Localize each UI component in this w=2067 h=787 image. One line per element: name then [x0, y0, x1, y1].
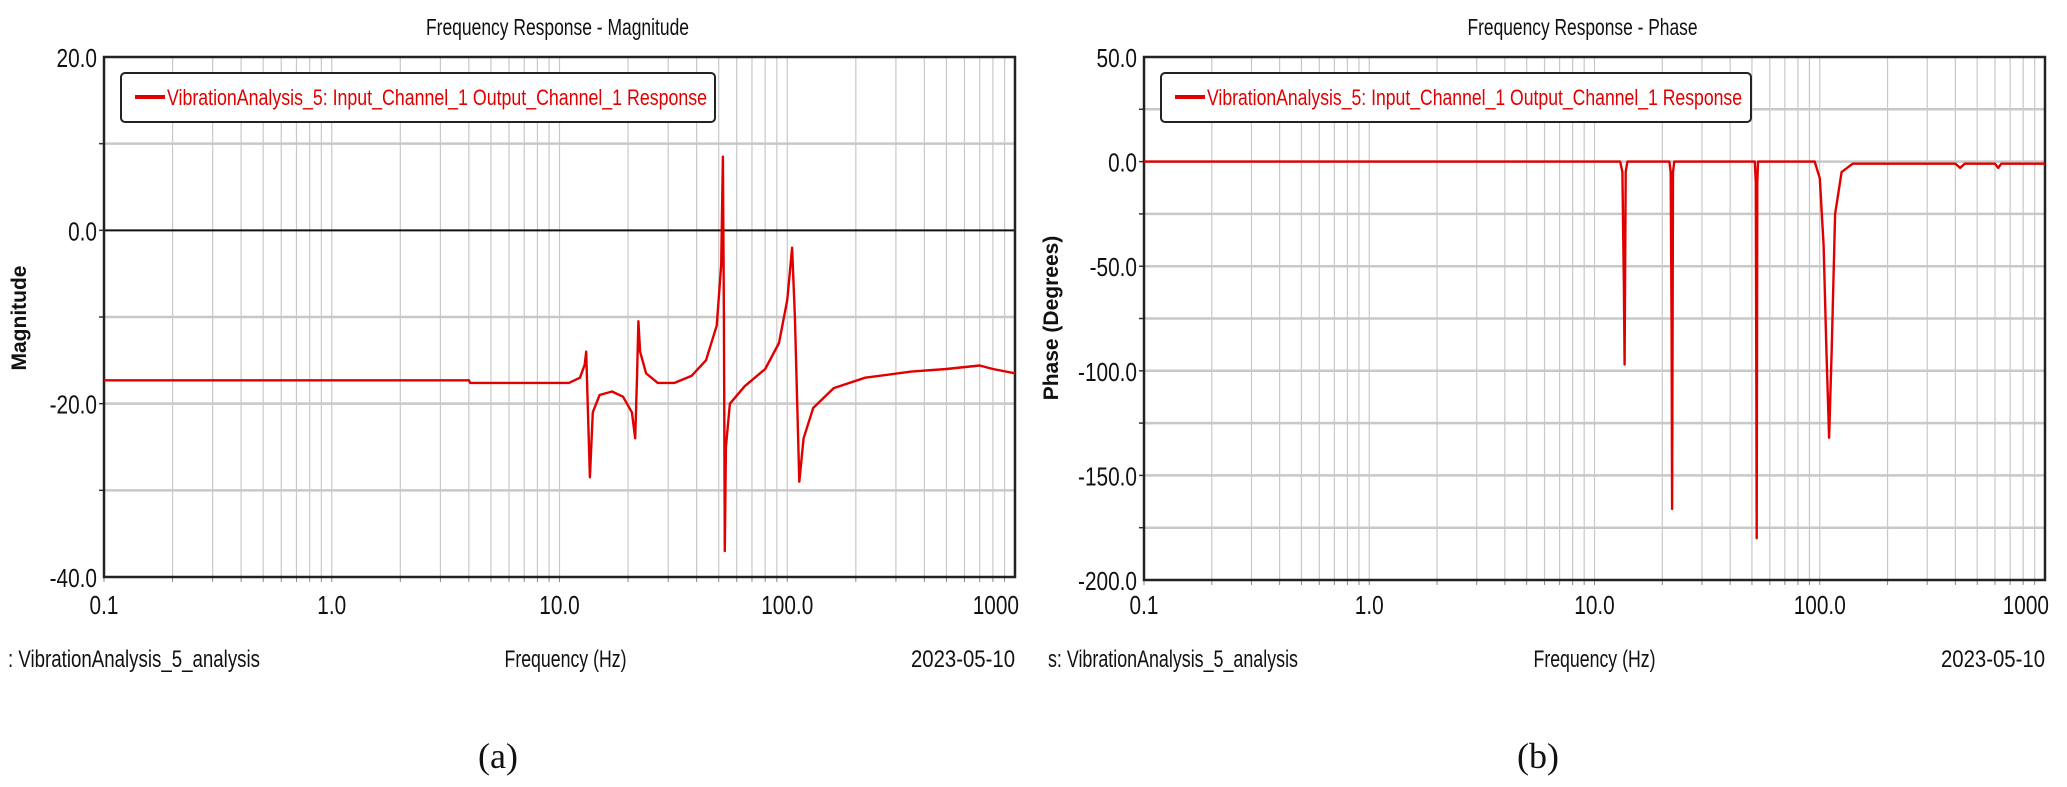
y-tick-label: -100.0: [1078, 358, 1137, 387]
x-tick-label: 1.0: [317, 591, 346, 620]
x-tick-label: 1.0: [1355, 591, 1384, 620]
legend: VibrationAnalysis_5: Input_Channel_1 Out…: [1160, 72, 1752, 123]
y-tick-label: -50.0: [1090, 253, 1137, 282]
x-tick-label: 0.1: [1130, 591, 1159, 620]
series-line: [1144, 160, 2045, 540]
legend-box: [120, 72, 716, 123]
y-tick-label: -150.0: [1078, 462, 1137, 491]
footer-date: 2023-05-10: [1941, 646, 2045, 673]
plot-frame: [102, 55, 1017, 579]
y-tick-label: -200.0: [1078, 567, 1137, 596]
chart-title: Frequency Response - Magnitude: [426, 14, 689, 40]
x-tick-label: 1000: [973, 591, 1019, 620]
y-tick-label: -40.0: [50, 564, 97, 593]
plot-frame: [1142, 55, 2047, 582]
panel-caption: (a): [478, 736, 518, 776]
y-tick-label: -20.0: [50, 390, 97, 419]
legend-entry-label: VibrationAnalysis_5: Input_Channel_1 Out…: [167, 85, 707, 110]
y-tick-label: 50.0: [1097, 44, 1137, 73]
y-tick-label: 0.0: [68, 217, 97, 246]
y-tick-label: 0.0: [1108, 148, 1137, 177]
legend: VibrationAnalysis_5: Input_Channel_1 Out…: [120, 72, 716, 123]
x-tick-label: 100.0: [761, 591, 813, 620]
footer-analysis-name: : VibrationAnalysis_5_analysis: [8, 646, 260, 673]
legend-box: [1160, 72, 1752, 123]
y-axis-label: Magnitude: [8, 266, 31, 371]
chart-panel-phase: 50.0 0.0 -50.0 -100.0 -150.0 -200.00.1 1.0 10.0…: [1040, 14, 2049, 776]
x-axis-label: Frequency (Hz): [505, 646, 627, 673]
footer-date: 2023-05-10: [911, 646, 1015, 673]
legend-entry-label: VibrationAnalysis_5: Input_Channel_1 Out…: [1207, 85, 1742, 110]
chart-panel-magnitude: 20.0 0.0 -20.0 -40.00.1 1.0 10.0 100.0 1000 Freq…: [8, 14, 1019, 776]
x-tick-label: 100.0: [1794, 591, 1846, 620]
y-axis-label: Phase (Degrees): [1040, 236, 1063, 401]
x-tick-label: 0.1: [90, 591, 119, 620]
x-tick-label: 10.0: [1574, 591, 1614, 620]
x-tick-label: 10.0: [539, 591, 579, 620]
footer-analysis-name: s: VibrationAnalysis_5_analysis: [1048, 646, 1298, 673]
x-axis-label: Frequency (Hz): [1534, 646, 1656, 673]
series-line: [104, 155, 1016, 553]
x-tick-label: 1000: [2003, 591, 2049, 620]
y-tick-label: 20.0: [57, 44, 97, 73]
chart-title: Frequency Response - Phase: [1468, 14, 1698, 40]
panel-caption: (b): [1517, 736, 1559, 776]
